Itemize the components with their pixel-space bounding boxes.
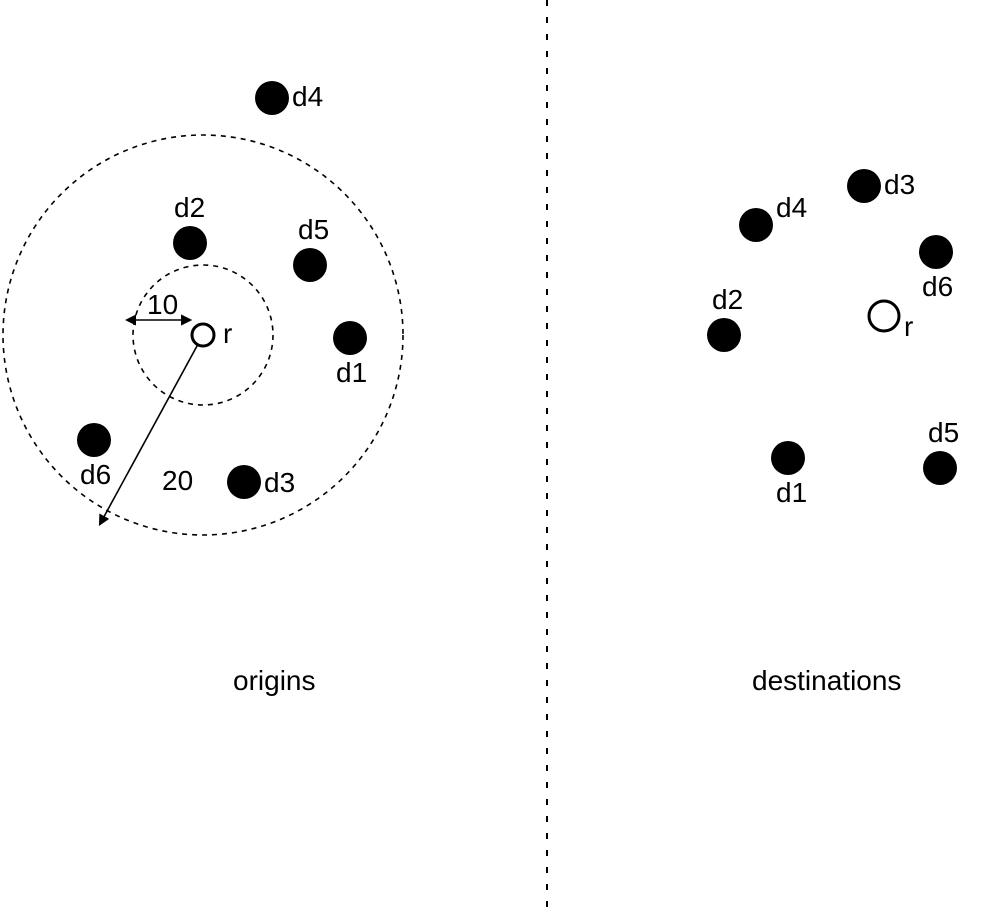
diagram-canvas: 10 20 d4 d2 d5 d1 d6 d3 r origins d3 d4 d6 d2 d1 d5 r de… bbox=[0, 0, 1000, 915]
destinations-caption: destinations bbox=[752, 665, 901, 696]
origins-caption: origins bbox=[233, 665, 315, 696]
center-node-left bbox=[192, 324, 214, 346]
center-node-right bbox=[869, 301, 899, 331]
node-d5-right bbox=[923, 451, 957, 485]
node-label-d1-left: d1 bbox=[336, 357, 367, 388]
inner-radius-label: 10 bbox=[147, 289, 178, 320]
node-label-d5-right: d5 bbox=[928, 417, 959, 448]
node-d1-right bbox=[771, 441, 805, 475]
node-d6-right bbox=[919, 235, 953, 269]
node-d3-right bbox=[847, 169, 881, 203]
node-label-d4-left: d4 bbox=[292, 81, 323, 112]
node-d6-left bbox=[77, 423, 111, 457]
node-label-d2-left: d2 bbox=[174, 192, 205, 223]
node-d1-left bbox=[333, 321, 367, 355]
node-d4-left bbox=[255, 81, 289, 115]
node-label-d1-right: d1 bbox=[776, 477, 807, 508]
center-label-right: r bbox=[904, 311, 913, 342]
node-d4-right bbox=[739, 208, 773, 242]
node-label-d3-left: d3 bbox=[264, 467, 295, 498]
node-d5-left bbox=[293, 248, 327, 282]
node-d2-right bbox=[707, 318, 741, 352]
node-label-d6-left: d6 bbox=[80, 459, 111, 490]
outer-radius-label: 20 bbox=[162, 465, 193, 496]
node-label-d4-right: d4 bbox=[776, 192, 807, 223]
node-label-d6-right: d6 bbox=[922, 271, 953, 302]
node-label-d5-left: d5 bbox=[298, 214, 329, 245]
node-label-d3-right: d3 bbox=[884, 169, 915, 200]
node-d3-left bbox=[227, 465, 261, 499]
center-label-left: r bbox=[223, 318, 232, 349]
destinations-panel: d3 d4 d6 d2 d1 d5 r destinations bbox=[707, 169, 959, 696]
origins-panel: 10 20 d4 d2 d5 d1 d6 d3 r origins bbox=[3, 81, 403, 696]
node-d2-left bbox=[173, 226, 207, 260]
node-label-d2-right: d2 bbox=[712, 284, 743, 315]
